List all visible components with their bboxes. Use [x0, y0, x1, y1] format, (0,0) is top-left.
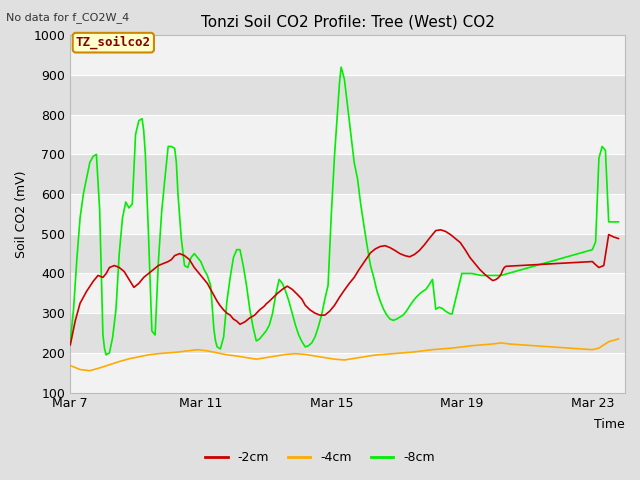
- Legend: -2cm, -4cm, -8cm: -2cm, -4cm, -8cm: [200, 446, 440, 469]
- X-axis label: Time: Time: [595, 418, 625, 431]
- Bar: [70, 313, 625, 353]
- Bar: [70, 155, 625, 194]
- Bar: [70, 75, 625, 115]
- Text: No data for f_CO2W_4: No data for f_CO2W_4: [6, 12, 130, 23]
- Y-axis label: Soil CO2 (mV): Soil CO2 (mV): [15, 170, 28, 258]
- Text: TZ_soilco2: TZ_soilco2: [76, 36, 151, 49]
- Title: Tonzi Soil CO2 Profile: Tree (West) CO2: Tonzi Soil CO2 Profile: Tree (West) CO2: [201, 15, 495, 30]
- Bar: [70, 234, 625, 274]
